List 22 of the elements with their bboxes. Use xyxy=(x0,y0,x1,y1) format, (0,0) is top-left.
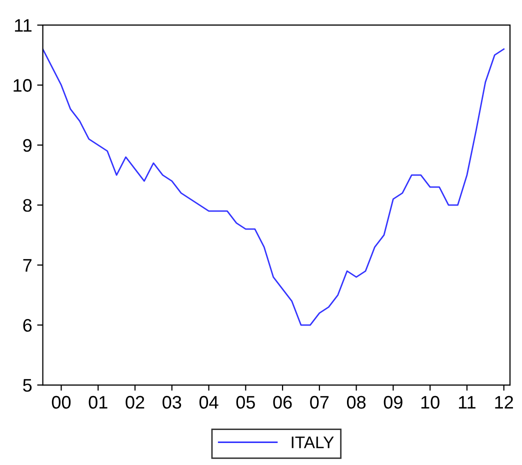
x-tick-label: 04 xyxy=(199,396,218,409)
x-tick-label: 07 xyxy=(310,396,329,409)
x-tick-label: 11 xyxy=(458,396,476,409)
x-tick-label: 03 xyxy=(162,396,182,409)
y-tick-label: 6 xyxy=(23,318,32,332)
x-tick-label: 09 xyxy=(384,396,402,409)
x-tick-label: 00 xyxy=(52,396,71,409)
x-tick-label: 02 xyxy=(126,396,144,409)
y-tick-label: 10 xyxy=(14,79,32,92)
x-tick-label: 05 xyxy=(236,396,255,409)
line-series xyxy=(42,48,505,326)
y-tick-label: 7 xyxy=(23,259,32,272)
x-tick-label: 10 xyxy=(421,396,440,409)
legend-label: ITALY xyxy=(292,436,334,448)
x-tick-label: 01 xyxy=(88,396,108,409)
y-tick-label: 5 xyxy=(23,379,32,392)
y-tick-label: 8 xyxy=(23,199,32,212)
y-tick-label: 11 xyxy=(15,19,32,32)
x-tick-label: 12 xyxy=(495,396,513,409)
x-tick-label: 08 xyxy=(346,396,366,409)
y-tick-label: 9 xyxy=(23,139,32,152)
x-tick-label: 06 xyxy=(273,396,292,409)
